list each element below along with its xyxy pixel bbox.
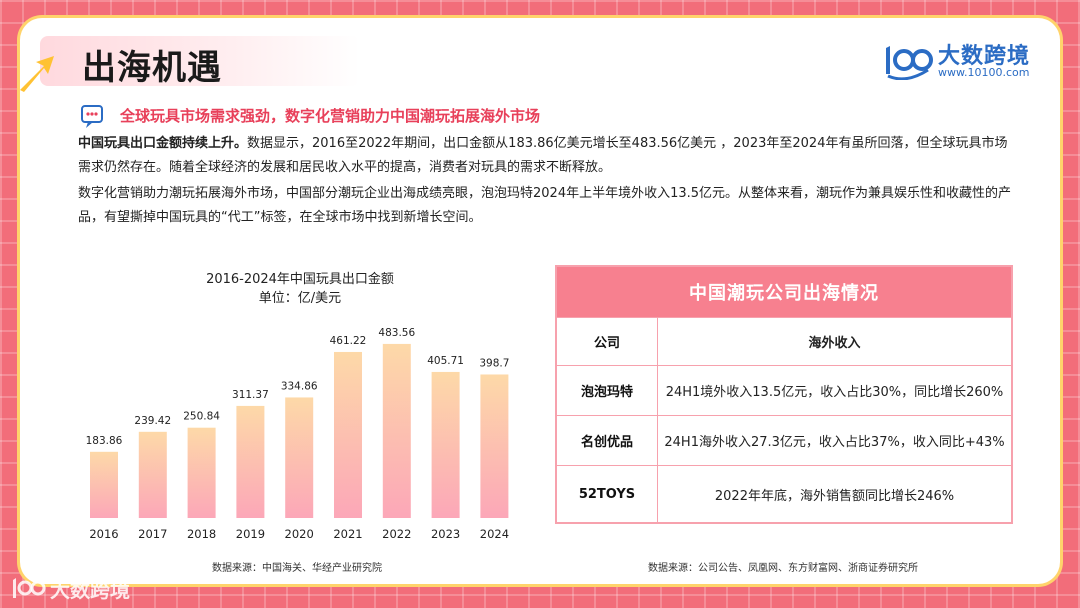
bar-2023 bbox=[431, 371, 460, 518]
x-tick-2024: 2024 bbox=[480, 527, 509, 541]
x-tick-2016: 2016 bbox=[89, 527, 118, 541]
table-row: 泡泡玛特 24H1境外收入13.5亿元，收入占比30%，同比增长260% bbox=[557, 365, 1011, 415]
title-highlight bbox=[40, 36, 360, 86]
x-tick-2021: 2021 bbox=[333, 527, 362, 541]
bar-2017 bbox=[138, 431, 167, 518]
header-revenue: 海外收入 bbox=[808, 336, 861, 351]
header-company: 公司 bbox=[557, 318, 658, 365]
value-label-2017: 239.42 bbox=[134, 415, 171, 427]
x-tick-2019: 2019 bbox=[236, 527, 265, 541]
bar-2018 bbox=[187, 427, 216, 518]
value-label-2022: 483.56 bbox=[378, 327, 415, 339]
value-label-2016: 183.86 bbox=[86, 435, 123, 447]
company-cell: 泡泡玛特 bbox=[557, 366, 658, 415]
revenue-cell: 24H1境外收入13.5亿元，收入占比30%，同比增长260% bbox=[665, 385, 1004, 400]
paragraph-export-lead: 中国玩具出口金额持续上升。 bbox=[78, 136, 248, 151]
company-cell: 52TOYS bbox=[557, 466, 658, 522]
logo-mark-icon bbox=[886, 46, 933, 80]
bar-2019 bbox=[236, 405, 265, 518]
x-tick-2022: 2022 bbox=[382, 527, 411, 541]
brand-logo: 大数跨境 www.10100.com bbox=[880, 38, 1040, 84]
revenue-cell: 24H1海外收入27.3亿元，收入占比37%，收入同比+43% bbox=[664, 435, 1005, 450]
bar-2021 bbox=[334, 351, 362, 518]
table-header-row: 公司 海外收入 bbox=[557, 317, 1011, 365]
x-tick-2017: 2017 bbox=[138, 527, 167, 541]
paragraph-export-body: 数据显示，2016至2022年期间，出口金额从183.86亿美元增长至483.5… bbox=[78, 136, 1008, 175]
watermark-text: 大数跨境 bbox=[50, 578, 130, 602]
paragraph-export: 中国玩具出口金额持续上升。数据显示，2016至2022年期间，出口金额从183.… bbox=[78, 132, 1018, 180]
chart-title: 2016-2024年中国玩具出口金额 bbox=[206, 272, 394, 287]
value-label-2020: 334.86 bbox=[281, 380, 318, 392]
overseas-table: 中国潮玩公司出海情况 公司 海外收入 泡泡玛特 24H1境外收入13.5亿元，收… bbox=[555, 265, 1013, 524]
x-tick-2020: 2020 bbox=[285, 527, 314, 541]
table-row: 名创优品 24H1海外收入27.3亿元，收入占比37%，收入同比+43% bbox=[557, 415, 1011, 465]
value-label-2019: 311.37 bbox=[232, 389, 269, 401]
table-source: 数据来源：公司公告、凤凰网、东方财富网、浙商证券研究所 bbox=[648, 563, 918, 574]
export-bar-chart: 183.86 2016 239.42 2017 250.84 2018 311.37 2019… bbox=[86, 327, 510, 541]
x-tick-2018: 2018 bbox=[187, 527, 216, 541]
table-title: 中国潮玩公司出海情况 bbox=[557, 267, 1011, 317]
arrow-icon bbox=[20, 56, 54, 92]
logo-name: 大数跨境 bbox=[938, 44, 1031, 69]
bar-2016 bbox=[90, 451, 118, 518]
bar-2020 bbox=[285, 397, 314, 518]
logo-url: www.10100.com bbox=[938, 66, 1030, 79]
page-title: 出海机遇 bbox=[82, 48, 222, 88]
bar-2022 bbox=[382, 343, 411, 518]
x-tick-2023: 2023 bbox=[431, 527, 460, 541]
revenue-cell: 2022年年底，海外销售额同比增长246% bbox=[714, 488, 955, 504]
watermark: 大数跨境 bbox=[10, 574, 130, 604]
chart-subtitle: 单位：亿/美元 bbox=[258, 291, 342, 306]
bar-2024 bbox=[480, 374, 509, 518]
chart-source: 数据来源：中国海关、华经产业研究院 bbox=[212, 563, 382, 574]
value-label-2024: 398.7 bbox=[479, 357, 509, 369]
chat-bubble-icon bbox=[81, 105, 103, 128]
value-label-2023: 405.71 bbox=[427, 355, 464, 367]
company-cell: 名创优品 bbox=[557, 416, 658, 465]
table-row: 52TOYS 2022年年底，海外销售额同比增长246% bbox=[557, 465, 1011, 522]
value-label-2018: 250.84 bbox=[183, 411, 220, 423]
section-heading: 全球玩具市场需求强劲，数字化营销助力中国潮玩拓展海外市场 bbox=[120, 107, 541, 125]
paragraph-marketing: 数字化营销助力潮玩拓展海外市场，中国部分潮玩企业出海成绩亮眼，泡泡玛特2024年… bbox=[78, 186, 1012, 225]
value-label-2021: 461.22 bbox=[330, 335, 367, 347]
watermark-logo-icon bbox=[13, 578, 46, 598]
